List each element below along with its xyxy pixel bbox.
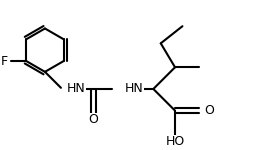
- Text: HO: HO: [165, 135, 184, 148]
- Text: HN: HN: [124, 82, 143, 95]
- Text: HN: HN: [67, 82, 86, 95]
- Text: O: O: [88, 113, 98, 126]
- Text: F: F: [1, 54, 8, 68]
- Text: O: O: [204, 104, 214, 117]
